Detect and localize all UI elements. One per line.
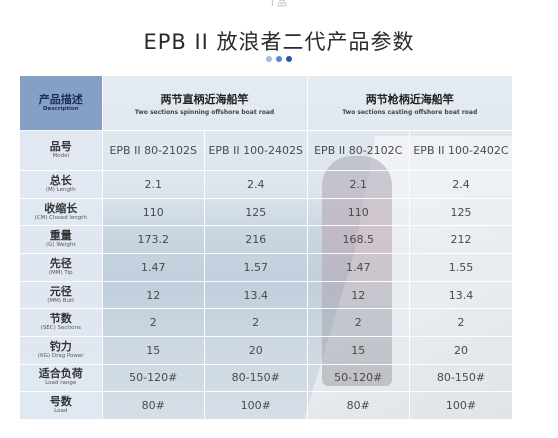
spec-value-cell: 2 [306,308,410,338]
spec-label: 先径 [49,256,72,270]
model-row: 品号 Model EPB II 80-2102S EPB II 100-2402… [20,130,512,172]
spec-label-cell: 适合负荷 Load range [20,364,102,393]
description-label-cell: 产品描述 Description [20,76,102,132]
spec-table-container: 产品描述 Description 两节直柄近海船竿 Two sections s… [20,76,512,420]
spec-label-en: Load [54,408,68,415]
spec-row: 钓力 (KG) Drag Power 15 20 15 20 [20,336,512,365]
description-label: 产品描述 [38,92,83,106]
model-label: 品号 [49,140,72,154]
spec-label: 适合负荷 [38,367,83,381]
spec-value-cell: 80# [306,391,410,420]
spec-value-cell: 80-150# [204,364,307,393]
dot-mid [276,56,282,62]
spec-value-cell: 125 [409,198,512,227]
spec-label-en: (MM) Tip [48,269,73,276]
spec-value-cell: 1.47 [101,253,205,282]
spec-value-cell: 13.4 [204,281,307,310]
spec-row: 适合负荷 Load range 50-120# 80-150# 50-120# 80-15… [20,364,512,393]
spec-value-cell: 100# [204,391,307,420]
spec-row: 总长 (M) Length 2.1 2.4 2.1 2.4 [20,170,512,199]
spec-value-cell: 125 [204,198,307,227]
top-fragment-text: Ⅰ 品 [270,0,288,9]
spec-label-en: (CM) Closed length [34,214,87,221]
spec-label-en: (KG) Drag Power [37,352,84,359]
spec-table: 产品描述 Description 两节直柄近海船竿 Two sections s… [20,76,512,420]
spec-row: 元径 (MM) Butt 12 13.4 12 13.4 [20,281,512,310]
spec-row: 号数 Load 80# 100# 80# 100# [20,391,512,420]
group-spinning-subtitle: Two sections spinning offshore boat road [134,108,275,116]
model-label-cell: 品号 Model [20,130,102,172]
spec-value-cell: 100# [409,391,512,420]
spec-value-cell: 2.4 [409,170,512,199]
spec-row: 收缩长 (CM) Closed length 110 125 110 125 [20,198,512,227]
model-cell: EPB II 100-2402C [409,130,512,172]
spec-value-cell: 15 [101,336,205,365]
dot-dark [286,56,292,62]
group-spinning-cell: 两节直柄近海船竿 Two sections spinning offshore … [101,76,307,132]
spec-label-en: Load range [45,380,77,387]
spec-value-cell: 12 [101,281,205,310]
group-casting-cell: 两节枪柄近海船竿 Two sections casting offshore b… [306,76,512,132]
spec-label: 重量 [49,229,72,243]
spec-value-cell: 2.4 [204,170,307,199]
spec-value-cell: 1.55 [409,253,512,282]
spec-label-cell: 收缩长 (CM) Closed length [20,198,102,227]
spec-label-en: (SEC) Sections [40,325,81,332]
spec-label-cell: 元径 (MM) Butt [20,281,102,310]
description-label-en: Description [42,105,79,112]
spec-label-cell: 先径 (MM) Tip [20,253,102,282]
spec-value-cell: 2 [101,308,205,338]
spec-value-cell: 1.47 [306,253,410,282]
spec-row: 先径 (MM) Tip 1.47 1.57 1.47 1.55 [20,253,512,282]
spec-value-cell: 20 [204,336,307,365]
spec-row: 节数 (SEC) Sections 2 2 2 2 [20,308,512,338]
group-casting-title: 两节枪柄近海船竿 [365,92,454,106]
spec-label: 元径 [49,284,72,298]
spec-label-cell: 号数 Load [20,391,102,420]
model-cell: EPB II 80-2102C [306,130,410,172]
spec-row: 重量 (G) Weight 173.2 216 168.5 212 [20,225,512,255]
spec-value-cell: 2 [204,308,307,338]
spec-value-cell: 168.5 [306,225,410,255]
spec-label-cell: 重量 (G) Weight [20,225,102,255]
title-dots-decoration [0,56,558,62]
spec-value-cell: 50-120# [306,364,410,393]
spec-label-cell: 钓力 (KG) Drag Power [20,336,102,365]
spec-value-cell: 80# [101,391,205,420]
group-casting-subtitle: Two sections casting offshore boat road [342,108,478,116]
group-spinning-title: 两节直柄近海船竿 [160,92,249,106]
spec-value-cell: 110 [306,198,410,227]
spec-value-cell: 216 [204,225,307,255]
spec-label: 收缩长 [44,201,78,215]
spec-label: 节数 [49,312,72,326]
spec-value-cell: 173.2 [101,225,205,255]
model-label-en: Model [52,153,69,160]
spec-value-cell: 2 [409,308,512,338]
model-cell: EPB II 80-2102S [101,130,205,172]
spec-value-cell: 50-120# [101,364,205,393]
spec-label-en: (MM) Butt [47,297,75,304]
spec-value-cell: 110 [101,198,205,227]
model-cell: EPB II 100-2402S [204,130,307,172]
spec-label-en: (M) Length [45,186,76,193]
spec-label: 总长 [49,173,72,187]
spec-value-cell: 212 [409,225,512,255]
spec-label: 号数 [49,395,72,409]
spec-label-cell: 节数 (SEC) Sections [20,308,102,338]
spec-value-cell: 2.1 [306,170,410,199]
page-title: EPB II 放浪者二代产品参数 [143,30,415,54]
description-row: 产品描述 Description 两节直柄近海船竿 Two sections s… [20,76,512,132]
spec-value-cell: 80-150# [409,364,512,393]
spec-value-cell: 2.1 [101,170,205,199]
dot-light [266,56,272,62]
spec-value-cell: 20 [409,336,512,365]
spec-value-cell: 12 [306,281,410,310]
spec-value-cell: 1.57 [204,253,307,282]
spec-label-en: (G) Weight [46,242,76,249]
spec-value-cell: 13.4 [409,281,512,310]
spec-label: 钓力 [49,339,72,353]
spec-value-cell: 15 [306,336,410,365]
spec-label-cell: 总长 (M) Length [20,170,102,199]
